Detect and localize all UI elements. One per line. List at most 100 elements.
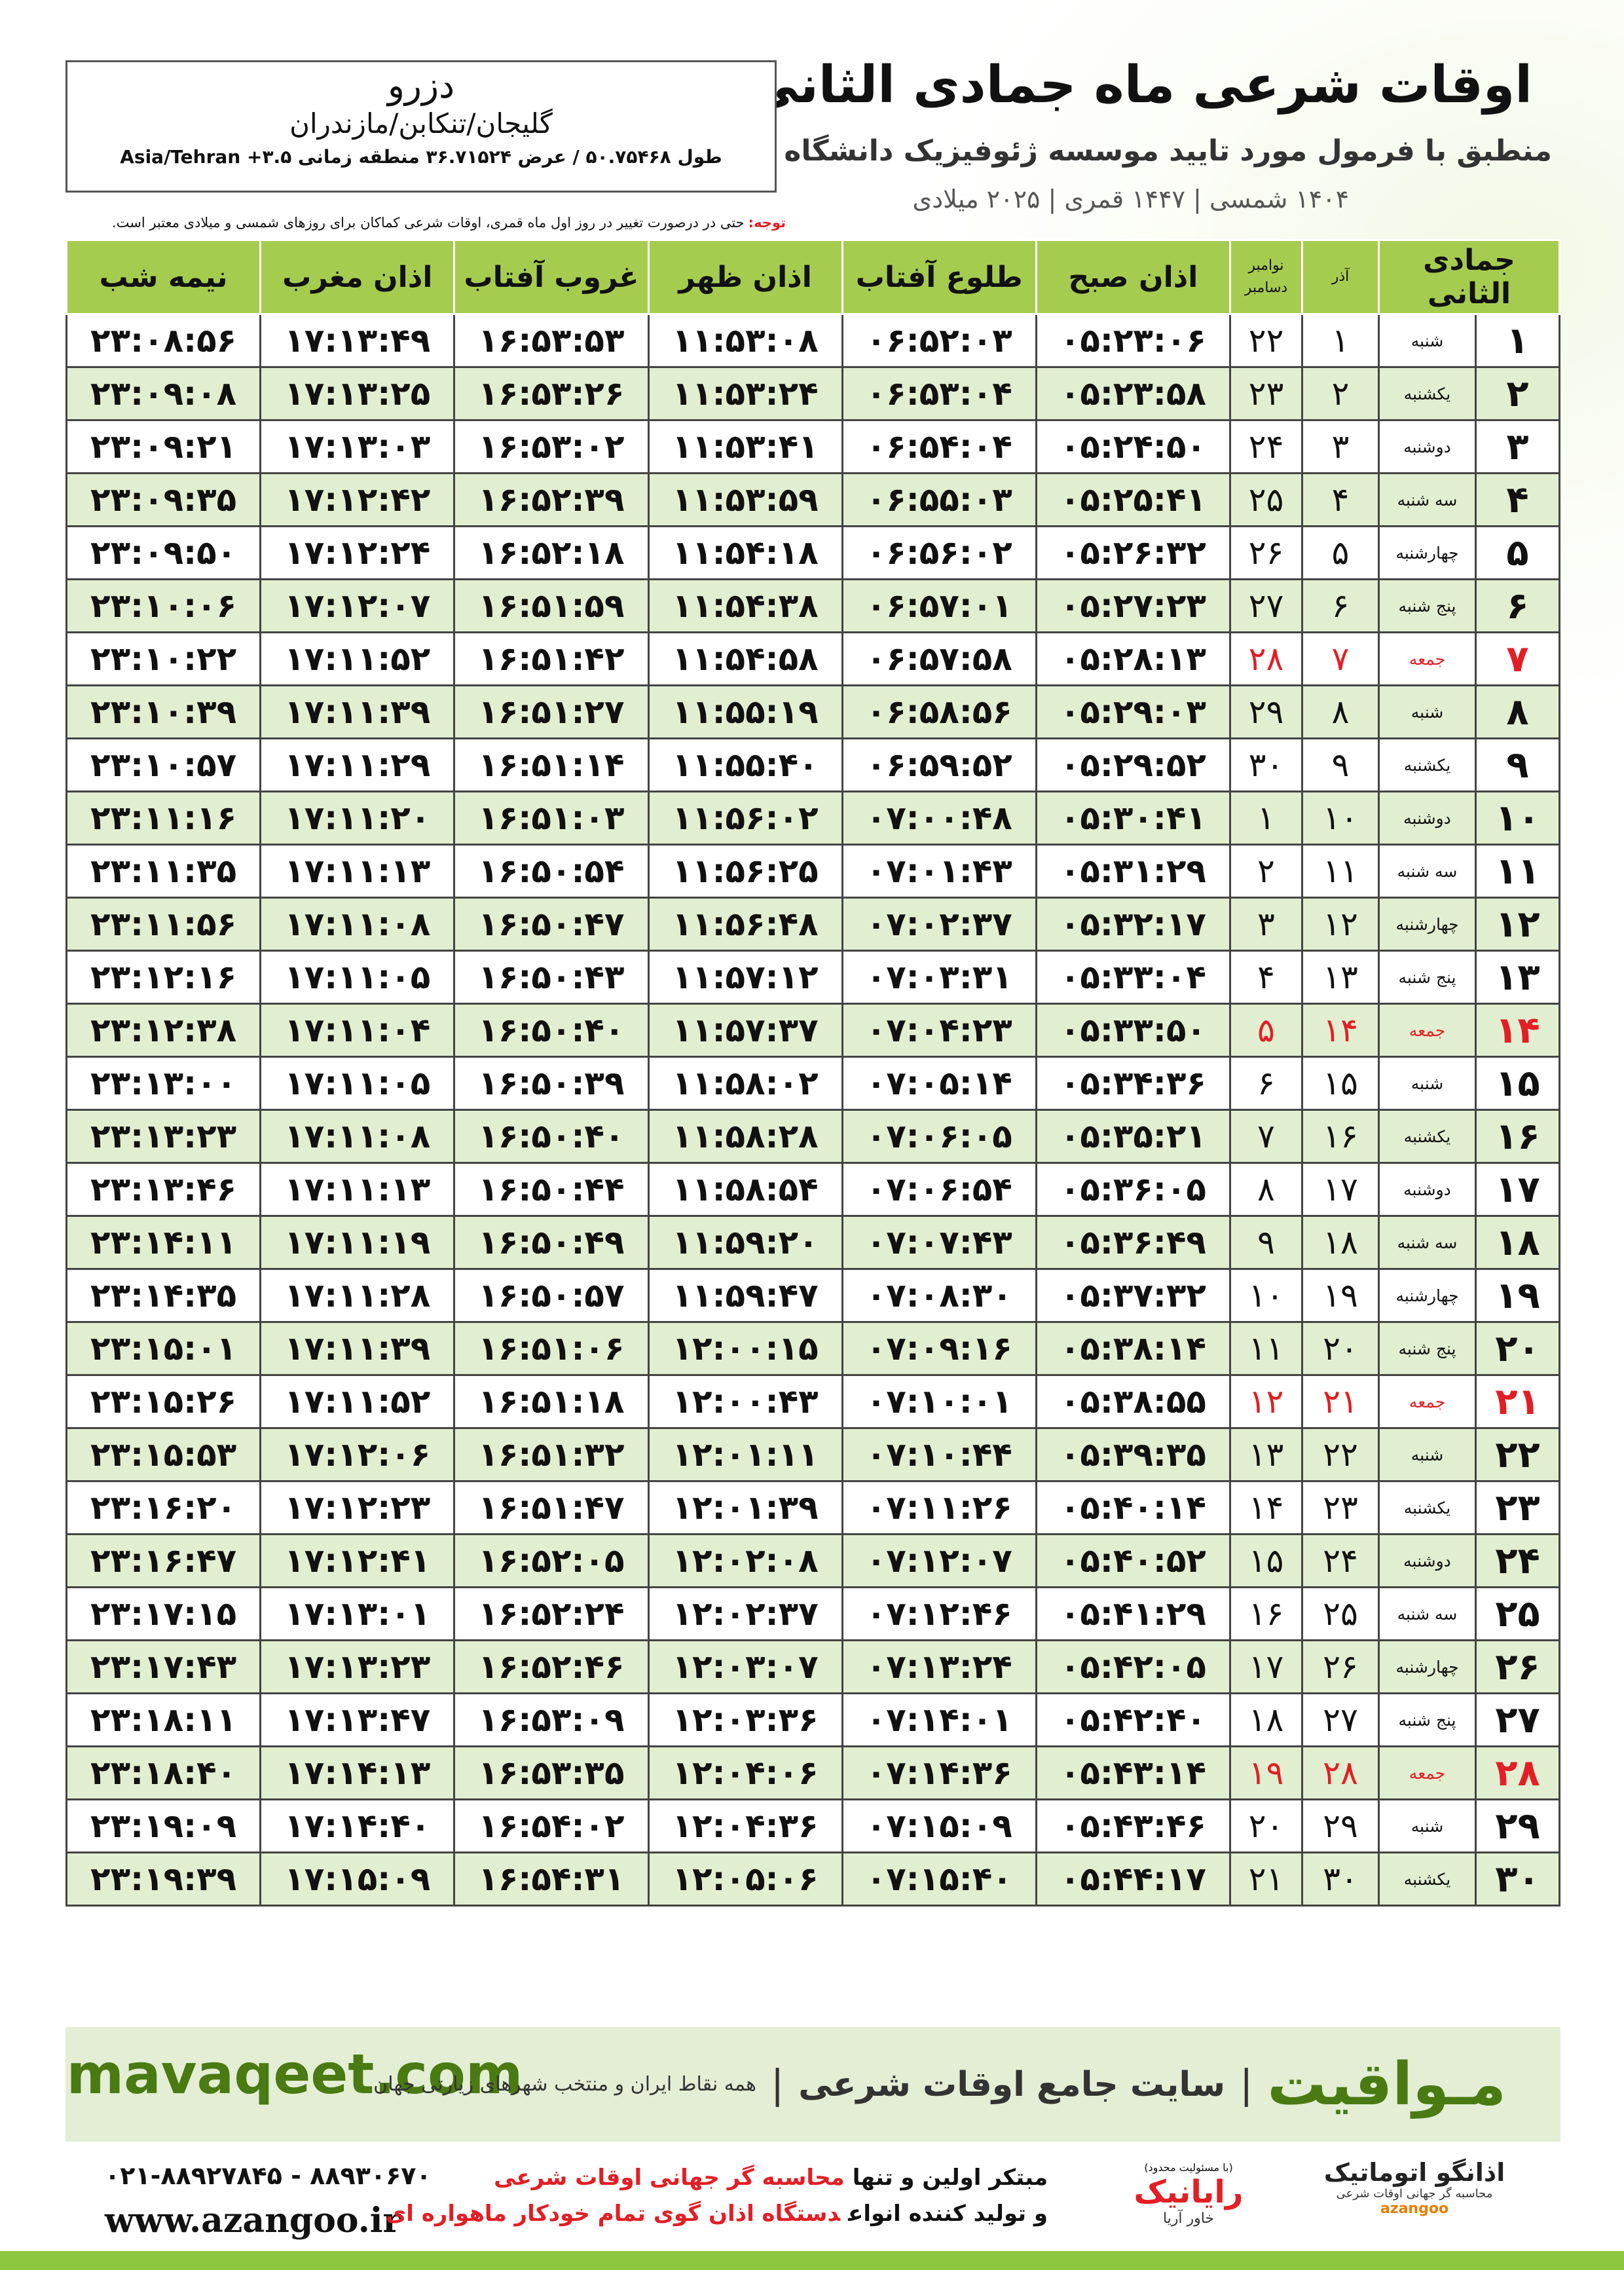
header-time: اذان صبح — [1035, 239, 1231, 315]
location-region: گلیجان/تنکابن/مازندران — [289, 107, 553, 140]
gregorian-day: ۲۱ — [1228, 1851, 1303, 1907]
hijri-day: ۲۸ — [1475, 1745, 1560, 1800]
gregorian-day: ۷ — [1228, 1109, 1303, 1164]
fajr-time: ۰۵:۳۶:۴۹ — [1035, 1215, 1231, 1270]
weekday: چهارشنبه — [1377, 897, 1477, 952]
weekday: چهارشنبه — [1377, 525, 1477, 580]
gregorian-day: ۱۷ — [1228, 1639, 1303, 1694]
shamsi-day: ۲۰ — [1301, 1321, 1380, 1376]
table-row: ۱۷ دوشنبه ۱۷ ۸ ۰۵:۳۶:۰۵ ۰۷:۰۶:۵۴ ۱۱:۵۸:۵۴ ۱۶:۵۰… — [65, 1162, 1560, 1217]
shamsi-day: ۵ — [1301, 525, 1380, 580]
brand: مـواقیت — [1267, 2050, 1506, 2119]
promo-line: مبتکر اولین و تنها محاسبه گر جهانی اوقات … — [494, 2165, 1048, 2191]
weekday: سه شنبه — [1377, 844, 1477, 899]
bottom-bar — [0, 2251, 1624, 2270]
dhuhr-time: ۱۱:۵۴:۱۸ — [647, 525, 843, 580]
gregorian-day: ۲۳ — [1228, 366, 1303, 421]
gregorian-day: ۹ — [1228, 1215, 1303, 1270]
gregorian-day: ۸ — [1228, 1162, 1303, 1217]
promo-text: مبتکر اولین و تنها — [852, 2165, 1048, 2191]
dhuhr-time: ۱۱:۵۳:۲۴ — [647, 366, 843, 421]
table-row: ۵ چهارشنبه ۵ ۲۶ ۰۵:۲۶:۳۲ ۰۶:۵۶:۰۲ ۱۱:۵۴:۱۸ ۱۶:۵… — [65, 525, 1560, 580]
fajr-time: ۰۵:۲۷:۲۳ — [1035, 578, 1231, 633]
hijri-day: ۶ — [1475, 578, 1560, 633]
azangoo-logo: اذانگو اتوماتیک محاسبه گر جهانی اوقات شر… — [1283, 2158, 1545, 2217]
dates: ۱۴۰۴ شمسی | ۱۴۴۷ قمری | ۲۰۲۵ میلادی — [912, 185, 1349, 214]
promo-text: و تولید کننده انواع — [848, 2201, 1048, 2227]
gregorian-day: ۶ — [1228, 1056, 1303, 1111]
weekday: جمعه — [1377, 1003, 1477, 1058]
sunset-time: ۱۶:۵۰:۵۴ — [453, 844, 650, 899]
sunrise-time: ۰۷:۱۱:۲۶ — [841, 1480, 1037, 1535]
title: اوقات شرعی ماه جمادی الثانی — [747, 56, 1532, 115]
sunset-time: ۱۶:۵۱:۱۴ — [453, 737, 650, 792]
weekday: جمعه — [1377, 1374, 1477, 1429]
maghrib-time: ۱۷:۱۱:۰۸ — [259, 897, 456, 952]
separator: | — [1240, 2061, 1253, 2108]
header-row: جمادی الثانی آذر نوامبر دسامبر اذان صبح ط… — [65, 239, 1561, 315]
gregorian-day: ۲۰ — [1228, 1798, 1303, 1853]
url[interactable]: www.azangoo.ir — [105, 2201, 401, 2241]
maghrib-time: ۱۷:۱۱:۰۵ — [259, 950, 456, 1005]
fajr-time: ۰۵:۴۴:۱۷ — [1035, 1851, 1231, 1907]
fajr-time: ۰۵:۲۳:۰۶ — [1035, 313, 1231, 368]
sunrise-time: ۰۶:۵۸:۵۶ — [841, 684, 1037, 739]
header-hijri: جمادی الثانی — [1377, 239, 1561, 315]
fajr-time: ۰۵:۳۰:۴۱ — [1035, 791, 1231, 846]
hijri-day: ۱۷ — [1475, 1162, 1560, 1217]
weekday: پنج شنبه — [1377, 1692, 1477, 1747]
sunset-time: ۱۶:۵۴:۰۲ — [453, 1798, 650, 1853]
sunrise-time: ۰۷:۱۵:۴۰ — [841, 1851, 1037, 1907]
shamsi-day: ۹ — [1301, 737, 1380, 792]
midnight-time: ۲۳:۰۹:۰۸ — [65, 366, 262, 421]
shamsi-day: ۶ — [1301, 578, 1380, 633]
midnight-time: ۲۳:۰۹:۵۰ — [65, 525, 262, 580]
weekday: جمعه — [1377, 1745, 1477, 1800]
sunset-time: ۱۶:۵۰:۵۷ — [453, 1268, 650, 1323]
midnight-time: ۲۳:۱۸:۴۰ — [65, 1745, 262, 1800]
table-row: ۲۶ چهارشنبه ۲۶ ۱۷ ۰۵:۴۲:۰۵ ۰۷:۱۳:۲۴ ۱۲:۰۳:۰۷ ۱۶… — [65, 1639, 1560, 1694]
hijri-day: ۲۷ — [1475, 1692, 1560, 1747]
sunrise-time: ۰۷:۰۰:۴۸ — [841, 791, 1037, 846]
midnight-time: ۲۳:۱۲:۳۸ — [65, 1003, 262, 1058]
gregorian-day: ۲ — [1228, 844, 1303, 899]
gregorian-day: ۲۶ — [1228, 525, 1303, 580]
website[interactable]: mavaqeet.com — [66, 2042, 523, 2106]
logo-sub: خاور آریا — [1162, 2210, 1215, 2227]
weekday: پنج شنبه — [1377, 578, 1477, 633]
maghrib-time: ۱۷:۱۱:۲۰ — [259, 791, 456, 846]
maghrib-time: ۱۷:۱۳:۴۷ — [259, 1692, 456, 1747]
sunrise-time: ۰۶:۵۷:۰۱ — [841, 578, 1037, 633]
shamsi-day: ۳ — [1301, 419, 1380, 474]
gregorian-day: ۲۸ — [1228, 631, 1303, 686]
hijri-day: ۳ — [1475, 419, 1560, 474]
weekday: شنبه — [1377, 1427, 1477, 1482]
shamsi-day: ۲۱ — [1301, 1374, 1380, 1429]
hijri-day: ۲۴ — [1475, 1533, 1560, 1588]
weekday: دوشنبه — [1377, 1162, 1477, 1217]
midnight-time: ۲۳:۱۵:۰۱ — [65, 1321, 262, 1376]
header-time: اذان ظهر — [647, 239, 843, 315]
gregorian-day: ۳ — [1228, 897, 1303, 952]
hijri-day: ۱۸ — [1475, 1215, 1560, 1270]
dhuhr-time: ۱۲:۰۲:۳۷ — [647, 1586, 843, 1641]
dhuhr-time: ۱۲:۰۴:۰۶ — [647, 1745, 843, 1800]
header-time: طلوع آفتاب — [841, 239, 1037, 315]
shamsi-day: ۲۲ — [1301, 1427, 1380, 1482]
promo-line: و تولید کننده انواع دستگاه اذان گوی تمام … — [386, 2201, 1048, 2227]
shamsi-day: ۲۸ — [1301, 1745, 1380, 1800]
sunset-time: ۱۶:۵۳:۰۹ — [453, 1692, 650, 1747]
promo-highlight: محاسبه گر جهانی اوقات شرعی — [494, 2165, 845, 2191]
dhuhr-time: ۱۱:۵۳:۰۸ — [647, 313, 843, 368]
fajr-time: ۰۵:۳۵:۲۱ — [1035, 1109, 1231, 1164]
weekday: سه شنبه — [1377, 472, 1477, 527]
dhuhr-time: ۱۱:۵۸:۰۲ — [647, 1056, 843, 1111]
header-time: غروب آفتاب — [453, 239, 650, 315]
maghrib-time: ۱۷:۱۱:۵۲ — [259, 1374, 456, 1429]
gregorian-day: ۱۱ — [1228, 1321, 1303, 1376]
hijri-day: ۲۳ — [1475, 1480, 1560, 1535]
sunset-time: ۱۶:۵۰:۴۰ — [453, 1109, 650, 1164]
table-row: ۲۰ پنج شنبه ۲۰ ۱۱ ۰۵:۳۸:۱۴ ۰۷:۰۹:۱۶ ۱۲:۰۰:۱۵ ۱۶… — [65, 1321, 1560, 1376]
